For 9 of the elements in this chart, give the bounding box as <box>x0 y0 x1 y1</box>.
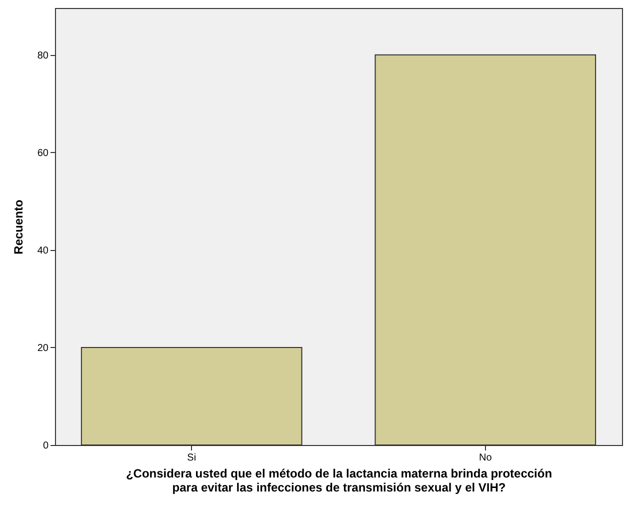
y-axis-title: Recuento <box>11 200 26 254</box>
y-tick-label: 0 <box>42 440 49 452</box>
x-tick-label: Si <box>187 452 196 464</box>
y-tick-label: 20 <box>37 342 49 354</box>
y-tick-label: 60 <box>37 148 49 159</box>
x-axis-title: ¿Considera usted que el método de la lactancia materna brinda protección para evitar las infecciones de transmisión sexual y el VIH? <box>126 466 552 494</box>
y-tick-label: 40 <box>37 245 49 256</box>
x-tick-label: No <box>478 452 492 464</box>
y-tick-label: 80 <box>37 50 49 62</box>
